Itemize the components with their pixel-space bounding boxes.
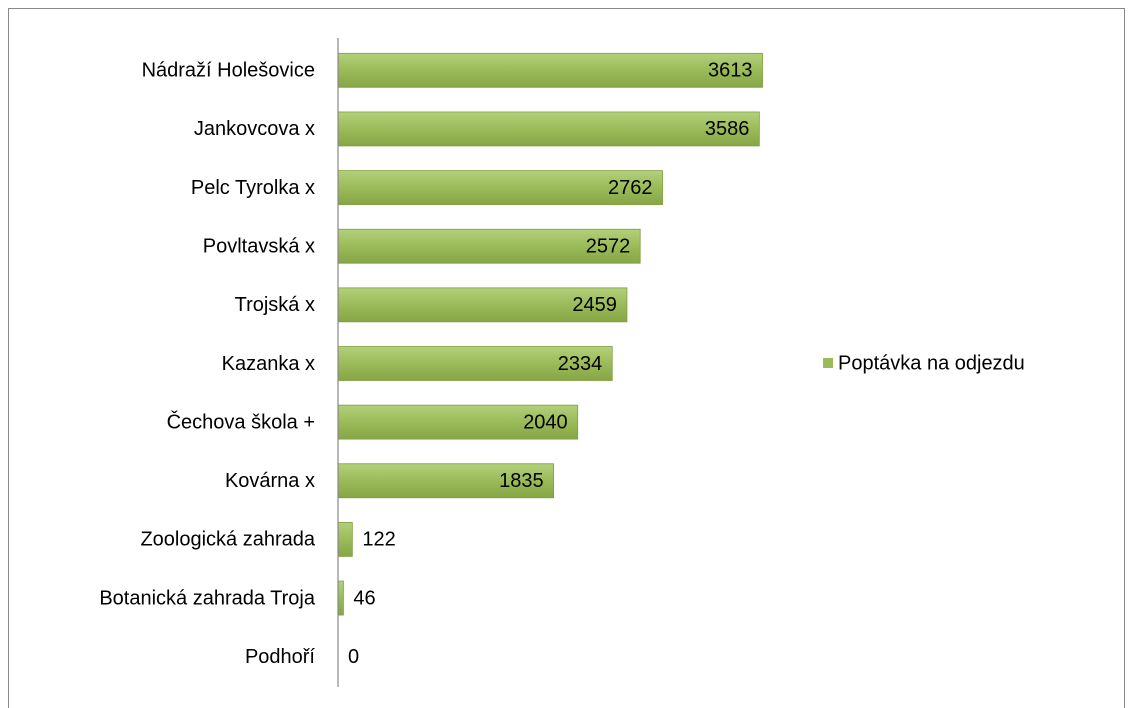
data-label: 0 bbox=[348, 646, 359, 668]
y-tick-label: Podhoří bbox=[245, 646, 315, 668]
bar bbox=[337, 346, 613, 381]
bar bbox=[337, 463, 555, 499]
y-tick-label: Povltavská x bbox=[203, 236, 315, 258]
bar bbox=[337, 404, 579, 440]
y-tick-label: Trojská x bbox=[235, 294, 315, 316]
data-label: 46 bbox=[353, 587, 375, 609]
y-tick-label: Jankovcova x bbox=[194, 118, 315, 140]
data-label: 3613 bbox=[708, 60, 753, 82]
y-tick-label: Čechova škola + bbox=[167, 410, 315, 433]
data-label: 2762 bbox=[608, 177, 653, 199]
y-tick-label: Kazanka x bbox=[222, 353, 315, 375]
chart-frame bbox=[8, 8, 1125, 708]
data-label: 2459 bbox=[572, 294, 617, 316]
data-label: 3586 bbox=[705, 118, 750, 140]
legend-label: Poptávka na odjezdu bbox=[838, 352, 1025, 374]
data-label: 122 bbox=[362, 529, 395, 551]
data-label: 1835 bbox=[499, 470, 544, 492]
data-label: 2040 bbox=[523, 411, 568, 433]
legend-swatch bbox=[823, 358, 833, 368]
data-label: 2334 bbox=[558, 353, 603, 375]
y-tick-label: Kovárna x bbox=[225, 470, 315, 492]
y-tick-label: Nádraží Holešovice bbox=[142, 60, 315, 82]
data-label: 2572 bbox=[586, 236, 631, 258]
bar bbox=[337, 170, 663, 205]
bar bbox=[337, 580, 344, 616]
y-tick-label: Pelc Tyrolka x bbox=[191, 177, 315, 199]
bar bbox=[337, 522, 353, 557]
y-tick-label: Zoologická zahrada bbox=[140, 529, 315, 551]
y-tick-label: Botanická zahrada Troja bbox=[99, 587, 316, 609]
bar bbox=[337, 52, 763, 88]
bar bbox=[337, 228, 641, 264]
bar bbox=[337, 287, 628, 323]
bar bbox=[337, 111, 760, 147]
